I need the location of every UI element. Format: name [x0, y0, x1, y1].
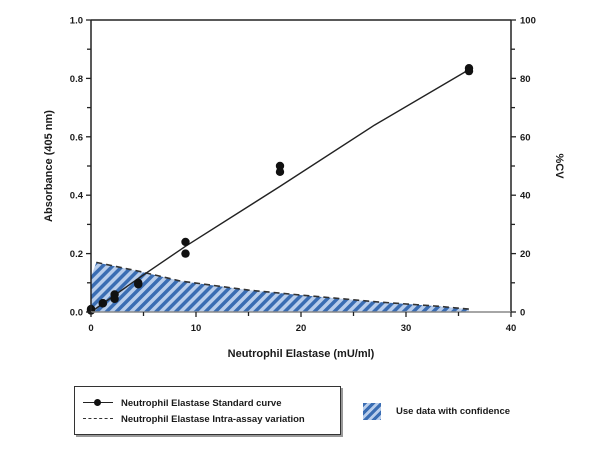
legend-label: Neutrophil Elastase Intra-assay variatio…	[121, 413, 305, 425]
confidence-legend: Use data with confidence	[363, 403, 510, 420]
standard-curve-line	[90, 68, 470, 313]
y2-tick-label: 20	[520, 249, 531, 260]
chart-canvas: 0 10 20 30 400.00.20.40.60.81.0020406080100 …	[43, 16, 565, 361]
line-marker-icon	[83, 398, 113, 408]
hatch-swatch-icon	[363, 403, 381, 420]
x-tick-label: 30	[401, 323, 412, 334]
data-point	[98, 299, 108, 308]
y-tick-label: 0.8	[70, 74, 83, 85]
data-point	[181, 249, 190, 258]
cv-dashed-line	[96, 261, 470, 310]
y2-tick-label: 100	[520, 16, 536, 27]
y2-tick-label: 80	[520, 74, 531, 85]
y2-tick-label: 40	[520, 191, 531, 202]
plot-area	[86, 63, 474, 315]
data-point	[181, 237, 190, 247]
y2-tick-label: 60	[520, 132, 531, 143]
data-point	[110, 294, 119, 304]
dashed-line-icon	[83, 414, 113, 424]
y2-axis-title: %CV	[553, 153, 565, 179]
data-point	[134, 280, 143, 289]
y-tick-label: 0.4	[70, 191, 84, 202]
confidence-label: Use data with confidence	[396, 406, 511, 417]
y-tick-label: 0.0	[70, 308, 83, 319]
legend-label: Neutrophil Elastase Standard curve	[121, 397, 282, 409]
y-tick-label: 1.0	[70, 16, 83, 27]
data-point	[275, 161, 285, 171]
data-point	[275, 167, 285, 177]
y-tick-label: 0.2	[70, 249, 83, 260]
x-tick-label: 0	[88, 323, 93, 334]
x-tick-label: 40	[506, 323, 517, 334]
y-axis-title: Absorbance (405 nm)	[43, 110, 55, 222]
y2-tick-label: 0	[520, 308, 525, 319]
data-point	[464, 66, 474, 76]
confidence-region	[91, 262, 469, 312]
legend-item-intra-assay: Neutrophil Elastase Intra-assay variatio…	[83, 412, 305, 426]
legend-item-standard-curve: Neutrophil Elastase Standard curve	[83, 396, 282, 410]
x-tick-label: 20	[296, 323, 307, 334]
x-axis-title: Neutrophil Elastase (mU/ml)	[228, 348, 375, 360]
y-tick-label: 0.6	[70, 132, 83, 143]
x-tick-label: 10	[191, 323, 202, 334]
legend: Neutrophil Elastase Standard curve Neutr…	[74, 386, 341, 435]
axes: 0 10 20 30 40 0.0 0.2 0.4 0.6 0.8 1.0 0 20 40 60 80 100	[70, 16, 536, 335]
